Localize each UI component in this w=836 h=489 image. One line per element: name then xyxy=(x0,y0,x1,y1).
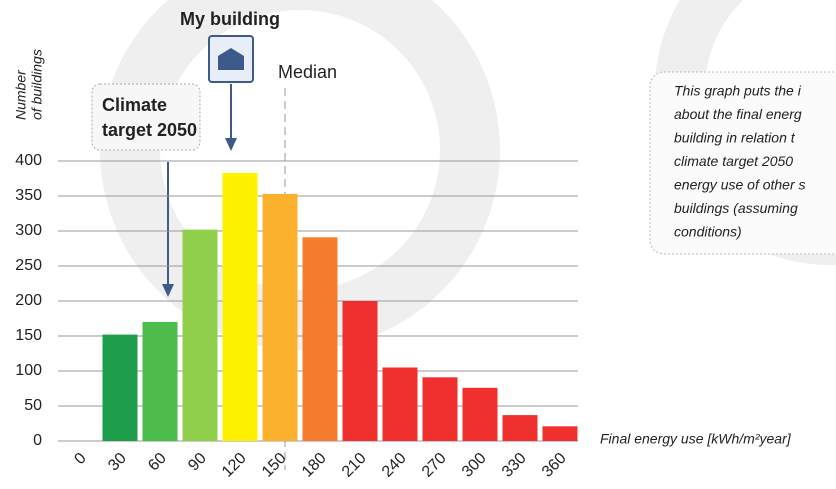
x-tick-label: 210 xyxy=(339,450,370,481)
y-tick-label: 50 xyxy=(24,397,42,414)
bar xyxy=(422,377,458,441)
info-line: building in relation t xyxy=(674,130,796,146)
info-line: energy use of other s xyxy=(674,177,806,193)
y-tick-label: 150 xyxy=(15,327,42,344)
bar xyxy=(502,415,538,441)
x-tick-label: 60 xyxy=(145,450,170,475)
x-tick-label: 240 xyxy=(379,450,410,481)
x-tick-label: 90 xyxy=(185,450,210,475)
y-tick-label: 100 xyxy=(15,362,42,379)
my-building-label: My building xyxy=(180,9,280,29)
climate-label: target 2050 xyxy=(102,120,197,140)
info-box xyxy=(649,71,836,255)
climate-box xyxy=(91,83,201,151)
info-line: conditions) xyxy=(674,224,742,240)
x-tick-label: 300 xyxy=(459,450,490,481)
y-label: of buildings xyxy=(29,49,45,120)
bar xyxy=(342,301,378,441)
climate-arrowhead xyxy=(162,284,174,297)
x-tick-label: 330 xyxy=(499,450,530,481)
x-tick-label: 30 xyxy=(105,450,130,475)
info-line: This graph puts the i xyxy=(674,83,802,99)
bar xyxy=(302,237,338,441)
bar xyxy=(462,387,498,441)
building-arrowhead xyxy=(225,138,237,151)
info-text: This graph puts the i about the final ene… xyxy=(674,83,806,240)
median-label: Median xyxy=(278,62,337,82)
x-tick-label: 120 xyxy=(219,450,250,481)
info-line: about the final energ xyxy=(674,106,802,122)
bar xyxy=(222,172,258,441)
bar xyxy=(542,426,578,441)
bar xyxy=(142,322,178,441)
x-tick-label: 180 xyxy=(299,450,330,481)
bar xyxy=(262,193,298,441)
building-icon-house xyxy=(218,48,244,70)
y-tick-label: 250 xyxy=(15,257,42,274)
info-line: climate target 2050 xyxy=(674,153,793,169)
climate-label: Climate xyxy=(102,95,167,115)
x-tick-label: 360 xyxy=(539,450,570,481)
bar xyxy=(382,367,418,441)
y-tick-label: 350 xyxy=(15,187,42,204)
bar xyxy=(182,229,218,441)
bar xyxy=(102,334,138,441)
x-tick-label: 270 xyxy=(419,450,450,481)
y-label: Number xyxy=(13,69,29,120)
y-tick-label: 0 xyxy=(33,432,42,449)
y-tick-label: 400 xyxy=(15,152,42,169)
info-line: buildings (assuming xyxy=(674,200,798,216)
y-tick-label: 200 xyxy=(15,292,42,309)
x-tick-label: 0 xyxy=(71,450,89,468)
y-tick-label: 300 xyxy=(15,222,42,239)
x-label: Final energy use [kWh/m²year] xyxy=(600,431,792,447)
